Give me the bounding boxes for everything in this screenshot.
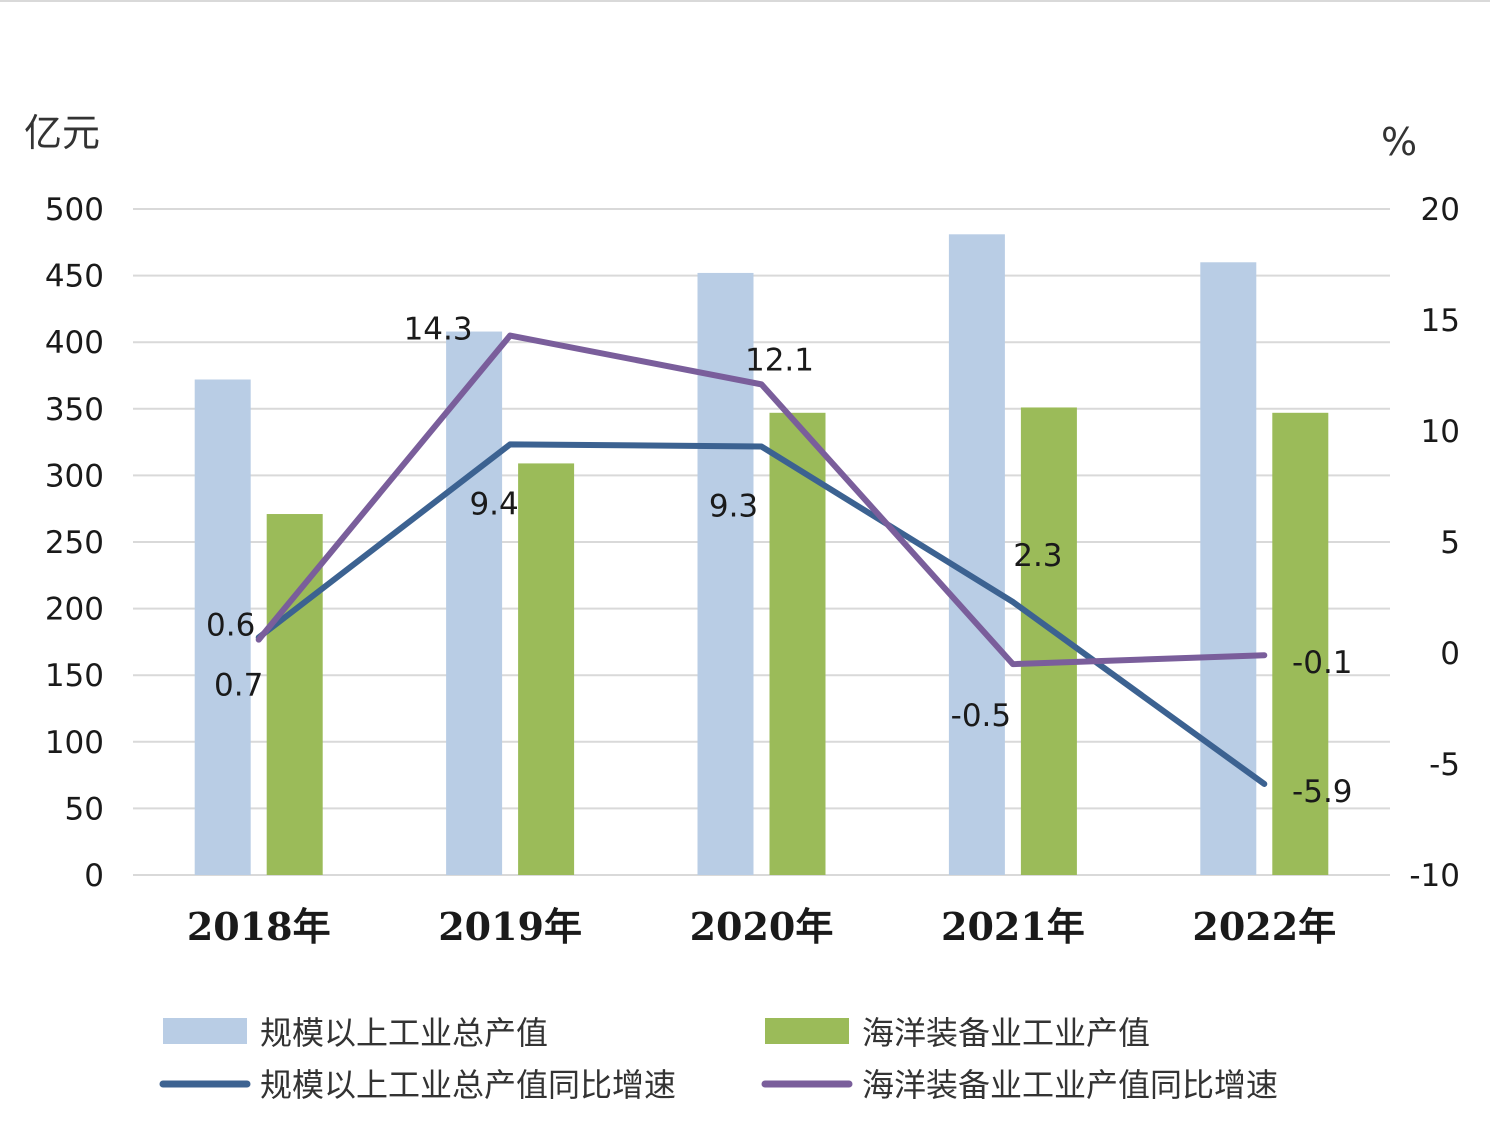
bar-total-output [948, 234, 1005, 876]
left-tick-label: 100 [45, 725, 104, 761]
legend-label: 规模以上工业总产值 [260, 1014, 548, 1052]
right-tick-label: -5 [1429, 747, 1460, 783]
data-label: -5.9 [1292, 774, 1353, 810]
left-tick-label: 350 [45, 392, 104, 428]
left-axis-unit: 亿元 [24, 111, 100, 155]
line-total-growth [255, 441, 1268, 787]
line-marine-growth [255, 332, 1268, 668]
legend-swatch [163, 1018, 247, 1044]
legend-swatch [765, 1018, 849, 1044]
left-tick-label: 400 [45, 325, 104, 361]
right-tick-label: 20 [1421, 192, 1460, 228]
left-tick-label: 300 [45, 458, 104, 494]
bar-total-output [446, 331, 503, 875]
legend-label: 规模以上工业总产值同比增速 [260, 1066, 676, 1104]
data-label: 0.7 [214, 667, 263, 703]
data-label: 2.3 [1013, 538, 1062, 574]
left-tick-label: 50 [65, 791, 104, 827]
bar-total-output [194, 379, 251, 875]
left-tick-label: 250 [45, 525, 104, 561]
legend-label: 海洋装备业工业产值同比增速 [862, 1066, 1278, 1104]
data-label: -0.1 [1292, 645, 1353, 681]
left-tick-label: 450 [45, 259, 104, 295]
right-tick-label: 10 [1421, 414, 1460, 450]
category-label: 2022年 [1192, 904, 1336, 949]
data-label: 9.3 [709, 489, 758, 525]
data-label: 12.1 [745, 342, 814, 378]
category-label: 2020年 [690, 904, 834, 949]
right-tick-label: 5 [1440, 525, 1460, 561]
data-label: 14.3 [404, 312, 473, 348]
bar-marine-equipment [1272, 412, 1329, 875]
lines [255, 332, 1268, 787]
category-label: 2019年 [438, 904, 582, 949]
bar-marine-equipment [769, 412, 826, 875]
right-tick-label: 15 [1421, 303, 1460, 339]
bar-marine-equipment [518, 463, 575, 875]
data-label: 9.4 [469, 486, 518, 522]
left-tick-label: 150 [45, 658, 104, 694]
right-tick-label: 0 [1440, 636, 1460, 672]
category-label: 2021年 [941, 904, 1085, 949]
data-label: 0.6 [206, 608, 255, 644]
legend-label: 海洋装备业工业产值 [862, 1014, 1150, 1052]
left-tick-label: 0 [84, 858, 104, 894]
data-labels: 0.7 9.4 9.3 2.3 -5.9 0.6 14.3 12.1 -0.5 -0.1 [206, 312, 1353, 810]
data-label: -0.5 [951, 698, 1012, 734]
top-rule [0, 0, 1490, 2]
right-tick-label: -10 [1409, 858, 1460, 894]
left-tick-label: 500 [45, 192, 104, 228]
category-label: 2018年 [187, 904, 331, 949]
bar-total-output [1200, 262, 1257, 875]
axes: 亿元 % 050100150200250300350400450500-10-5… [24, 111, 1460, 949]
left-tick-label: 200 [45, 592, 104, 628]
right-axis-unit: % [1381, 120, 1417, 164]
